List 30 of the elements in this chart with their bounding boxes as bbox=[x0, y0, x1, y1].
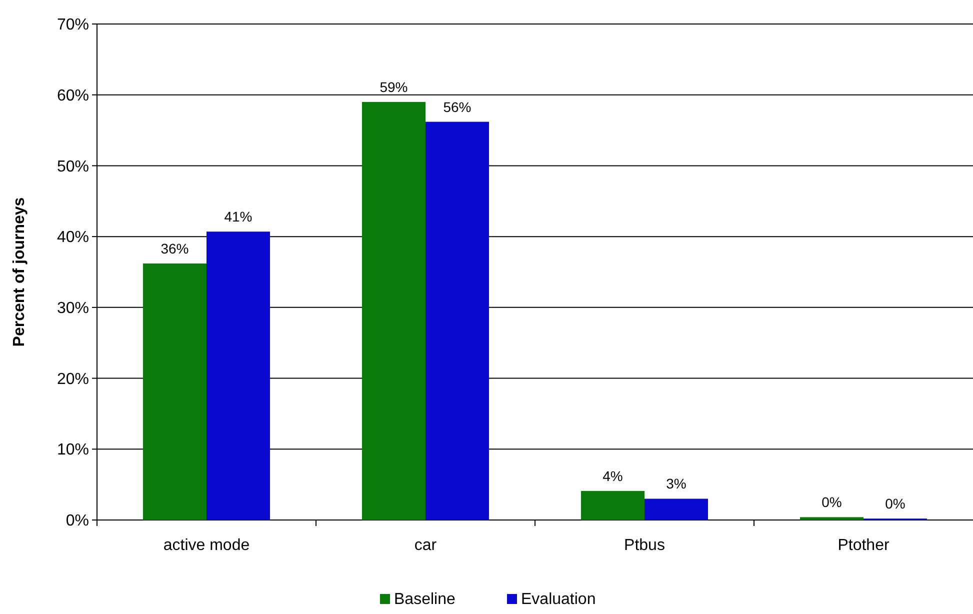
bar bbox=[580, 490, 644, 520]
legend-label: Evaluation bbox=[521, 591, 596, 608]
data-label: 41% bbox=[224, 208, 252, 225]
y-tick-label: 0% bbox=[66, 512, 89, 530]
data-label: 0% bbox=[822, 494, 842, 510]
y-axis-title: Percent of journeys bbox=[11, 197, 28, 347]
data-label: 4% bbox=[602, 468, 623, 484]
y-tick-label: 20% bbox=[56, 370, 89, 388]
data-label: 59% bbox=[380, 78, 408, 95]
data-label: 0% bbox=[885, 496, 906, 512]
y-tick-label: 30% bbox=[56, 300, 89, 318]
y-tick-label: 10% bbox=[56, 442, 89, 459]
y-tick-label: 60% bbox=[56, 87, 89, 104]
bar bbox=[206, 232, 270, 520]
y-tick-label: 40% bbox=[56, 229, 89, 246]
bar bbox=[142, 263, 206, 520]
bar bbox=[800, 517, 864, 520]
data-label: 36% bbox=[160, 240, 189, 256]
bar bbox=[644, 498, 708, 520]
x-tick-label: Ptbus bbox=[624, 537, 665, 554]
y-tick-label: 50% bbox=[56, 158, 89, 176]
bar bbox=[426, 122, 490, 520]
x-tick-label: car bbox=[414, 537, 438, 554]
legend-label: Baseline bbox=[394, 591, 456, 608]
data-label: 3% bbox=[666, 476, 686, 492]
data-label: 56% bbox=[443, 98, 472, 115]
x-tick-label: active mode bbox=[163, 537, 250, 554]
bar bbox=[362, 102, 426, 520]
x-tick-label: Ptother bbox=[838, 537, 890, 554]
y-tick-label: 70% bbox=[56, 16, 89, 34]
